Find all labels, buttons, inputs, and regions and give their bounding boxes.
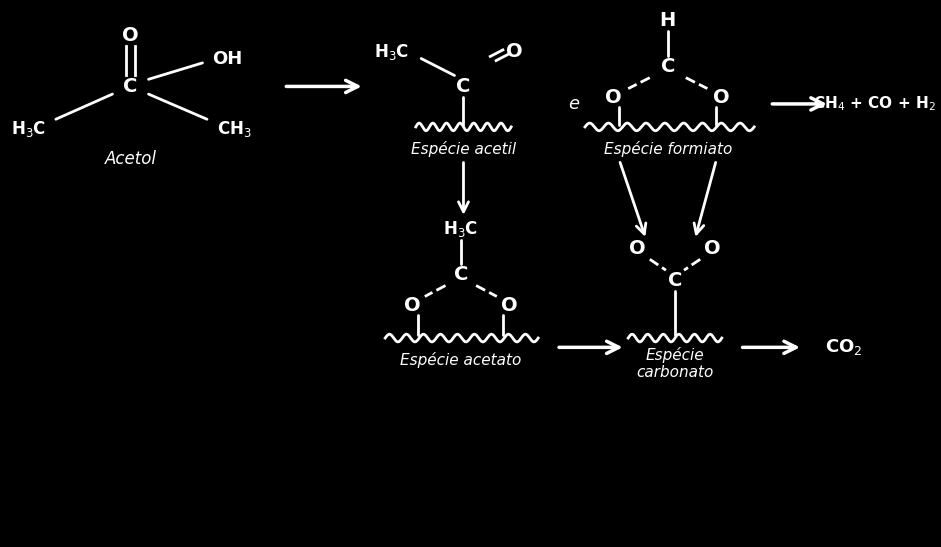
Text: H$_3$C: H$_3$C <box>443 219 478 238</box>
Text: O: O <box>501 296 518 315</box>
Text: OH: OH <box>212 50 242 68</box>
Text: O: O <box>629 240 646 258</box>
Text: C: C <box>456 77 470 96</box>
Text: e: e <box>568 95 580 113</box>
Text: C: C <box>123 77 137 96</box>
Text: C: C <box>454 265 468 284</box>
Text: Espécie acetil: Espécie acetil <box>411 141 516 157</box>
Text: CO$_2$: CO$_2$ <box>825 337 863 357</box>
Text: O: O <box>506 43 523 61</box>
Text: Acetol: Acetol <box>104 150 156 167</box>
Text: Espécie
carbonato: Espécie carbonato <box>636 347 713 381</box>
Text: Espécie formiato: Espécie formiato <box>603 141 732 157</box>
Text: CH$_4$ + CO + H$_2$: CH$_4$ + CO + H$_2$ <box>813 95 936 113</box>
Text: Espécie acetato: Espécie acetato <box>400 352 521 368</box>
Text: H$_3$C: H$_3$C <box>374 42 409 62</box>
Text: C: C <box>668 271 682 289</box>
Text: O: O <box>605 88 622 107</box>
Text: H$_3$C: H$_3$C <box>11 119 46 138</box>
Text: H: H <box>660 11 676 30</box>
Text: O: O <box>122 26 139 45</box>
Text: C: C <box>661 57 675 76</box>
Text: O: O <box>404 296 421 315</box>
Text: O: O <box>705 240 721 258</box>
Text: CH$_3$: CH$_3$ <box>216 119 251 138</box>
Text: O: O <box>713 88 730 107</box>
